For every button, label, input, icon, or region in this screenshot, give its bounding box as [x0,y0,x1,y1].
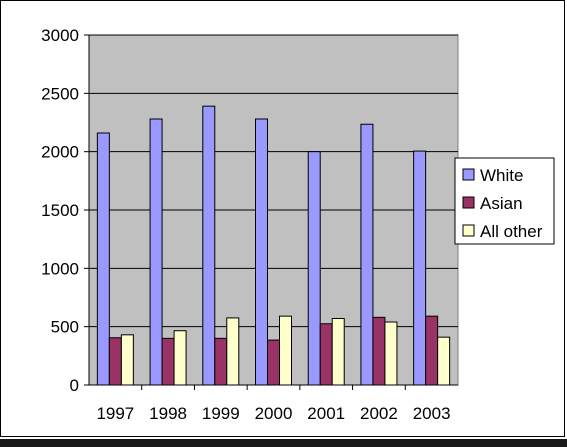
bar-all-other-2003 [437,336,451,386]
bar-all-other-1998 [173,330,187,386]
bar-white-1999 [202,105,216,386]
bar-asian-2002 [372,316,386,386]
bar-white-2001 [307,151,321,386]
bar-white-2002 [360,123,374,386]
bar-asian-1998 [161,337,175,386]
bar-asian-1999 [214,337,228,386]
bar-white-1997 [96,132,110,386]
bar-all-other-2000 [279,315,292,386]
legend-label: White [480,166,523,185]
legend-swatch-white [462,168,475,181]
y-tick-label: 2500 [41,84,79,103]
x-tick-label: 2003 [413,404,451,423]
y-tick-label: 1000 [41,259,79,278]
bar-white-1998 [149,118,163,386]
bar-asian-2001 [319,323,333,386]
bar-white-2003 [413,150,427,386]
y-tick-label: 3000 [41,26,79,45]
bar-all-other-2001 [331,318,345,386]
x-tick-label: 1997 [96,404,134,423]
x-tick-label: 2001 [307,404,345,423]
y-tick-label: 1500 [41,201,79,220]
bar-asian-2003 [425,315,439,386]
x-tick-label: 2000 [255,404,293,423]
legend-label: All other [480,222,543,241]
y-tick-label: 2000 [41,143,79,162]
legend-swatch-asian [462,196,475,209]
x-tick-label: 1999 [202,404,240,423]
bar-white-2000 [255,118,268,386]
x-tick-labels: 1997 1998 1999 2000 2001 2002 2003 [96,404,450,423]
x-tick-label: 2002 [360,404,398,423]
y-tick-label: 500 [51,318,79,337]
legend: White Asian All other [454,157,555,245]
bottom-border-bar [0,439,567,447]
y-tick-labels: 0 500 1000 1500 2000 2500 3000 [41,26,79,395]
bar-all-other-1997 [120,334,134,386]
bars [96,105,451,386]
bar-all-other-2002 [384,321,398,386]
legend-label: Asian [480,194,523,213]
y-tick-label: 0 [70,376,79,395]
legend-swatch-all-other [462,224,475,237]
x-tick-label: 1998 [149,404,187,423]
bar-asian-2000 [267,339,280,386]
bar-asian-1997 [108,337,122,386]
bar-all-other-1999 [226,317,240,386]
